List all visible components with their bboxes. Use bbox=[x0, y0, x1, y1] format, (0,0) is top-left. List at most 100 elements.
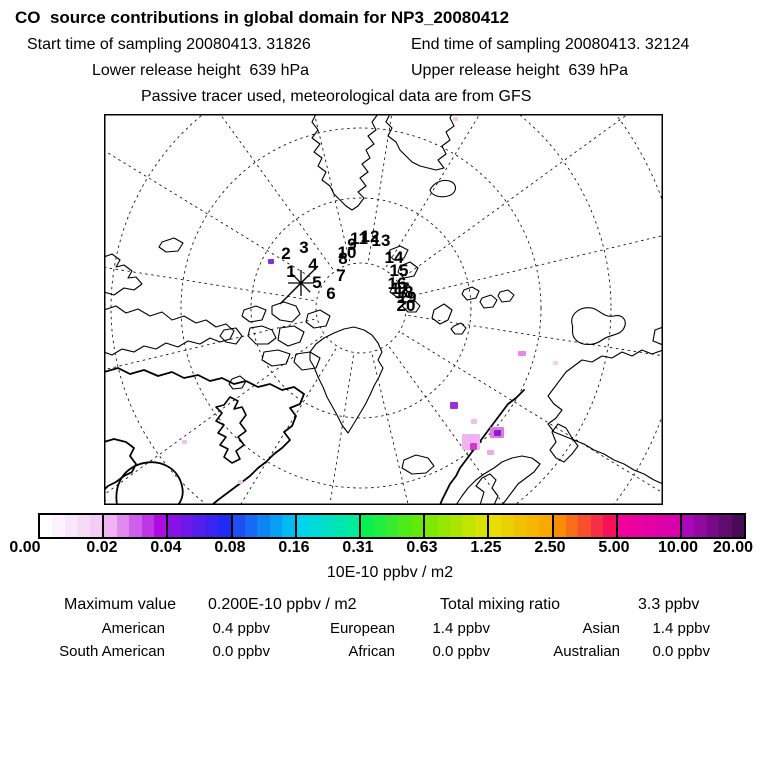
colorbar-cell bbox=[501, 515, 515, 537]
concentration-spot bbox=[470, 443, 477, 450]
track-marker: 16 bbox=[388, 274, 407, 293]
colorbar-cell bbox=[269, 515, 283, 537]
track-marker: 15 bbox=[390, 261, 409, 280]
colorbar-cell bbox=[681, 515, 695, 537]
track-marker: 17 bbox=[391, 279, 410, 298]
colorbar-tick-label: 20.00 bbox=[712, 539, 754, 556]
start-time-text: Start time of sampling 20080413. 31826 bbox=[27, 36, 311, 53]
colorbar-cell bbox=[64, 515, 78, 537]
colorbar-unit-label: 10E-10 ppbv / m2 bbox=[326, 564, 454, 581]
colorbar-segment bbox=[166, 515, 231, 537]
region-label-american: American bbox=[101, 620, 165, 637]
colorbar-tick-row: 0.00 0.02 0.04 0.08 0.16 0.31 0.63 1.25 2.50 5.00… bbox=[0, 539, 768, 559]
meridian-line bbox=[104, 318, 315, 371]
colorbar-cell bbox=[385, 515, 399, 537]
colorbar-cell bbox=[373, 515, 386, 537]
concentration-spot bbox=[487, 450, 494, 455]
colorbar-cell bbox=[129, 515, 142, 537]
colorbar-cell bbox=[309, 515, 322, 537]
meridian-line bbox=[385, 114, 481, 268]
concentration-spot bbox=[268, 259, 274, 264]
colorbar-tick-label: 0.02 bbox=[86, 539, 118, 556]
region-label-european: European bbox=[329, 620, 395, 637]
colorbar-cell bbox=[731, 515, 745, 537]
track-marker: 3 bbox=[299, 238, 308, 257]
graticule-lines bbox=[104, 114, 663, 505]
colorbar-cell bbox=[489, 515, 502, 537]
colorbar-cell bbox=[360, 515, 374, 537]
track-marker: 19 bbox=[398, 288, 417, 307]
colorbar-cell bbox=[539, 515, 552, 537]
colorbar-cell bbox=[232, 515, 245, 537]
coastlines bbox=[104, 114, 663, 505]
colorbar bbox=[38, 513, 746, 539]
colorbar-cell bbox=[52, 515, 65, 537]
colorbar-tick-label: 1.25 bbox=[470, 539, 502, 556]
latitude-circle bbox=[315, 262, 407, 354]
colorbar-cell bbox=[180, 515, 194, 537]
meridian-line bbox=[388, 346, 505, 505]
colorbar-segment bbox=[615, 515, 680, 537]
colorbar-cell bbox=[617, 515, 631, 537]
track-marker: 9 bbox=[347, 235, 356, 254]
colorbar-segment bbox=[230, 515, 295, 537]
track-marker: 7 bbox=[336, 266, 345, 285]
track-marker: 10 bbox=[338, 243, 357, 262]
track-marker: 11 bbox=[350, 229, 368, 248]
concentration-spot bbox=[450, 402, 458, 409]
track-marker: 2 bbox=[281, 244, 290, 263]
colorbar-cell bbox=[410, 515, 424, 537]
colorbar-cell bbox=[104, 515, 117, 537]
colorbar-cell bbox=[116, 515, 130, 537]
colorbar-cell bbox=[245, 515, 258, 537]
end-time-text: End time of sampling 20080413. 32124 bbox=[411, 36, 690, 53]
meridian-line bbox=[239, 348, 337, 505]
concentration-spot bbox=[494, 430, 501, 436]
concentration-spot bbox=[238, 480, 243, 484]
region-value-african: 0.0 ppbv bbox=[432, 643, 490, 660]
meridian-line bbox=[371, 354, 409, 505]
colorbar-cell bbox=[474, 515, 488, 537]
track-marker: 5 bbox=[312, 273, 321, 292]
colorbar-cell bbox=[603, 515, 616, 537]
colorbar-cell bbox=[590, 515, 604, 537]
colorbar-tick-label: 0.00 bbox=[9, 539, 41, 556]
colorbar-cell bbox=[40, 515, 53, 537]
colorbar-segment bbox=[679, 515, 745, 537]
colorbar-cell bbox=[346, 515, 359, 537]
colorbar-cell bbox=[514, 515, 527, 537]
colorbar-cell bbox=[257, 515, 270, 537]
colorbar-cell bbox=[630, 515, 643, 537]
colorbar-cell bbox=[578, 515, 591, 537]
colorbar-tick-label: 2.50 bbox=[534, 539, 566, 556]
colorbar-segment bbox=[40, 515, 103, 537]
colorbar-cell bbox=[553, 515, 566, 537]
region-label-south-american: South American bbox=[59, 643, 165, 660]
colorbar-cell bbox=[526, 515, 540, 537]
region-value-australian: 0.0 ppbv bbox=[652, 643, 710, 660]
colorbar-tick-label: 10.00 bbox=[657, 539, 699, 556]
concentration-spot bbox=[518, 351, 526, 356]
region-label-african: African bbox=[348, 643, 395, 660]
mixing-ratio-label: Total mixing ratio bbox=[440, 596, 561, 613]
colorbar-cell bbox=[168, 515, 181, 537]
meridian-line bbox=[329, 355, 354, 505]
colorbar-tick-label: 0.04 bbox=[150, 539, 182, 556]
track-marker: 20 bbox=[397, 296, 416, 315]
colorbar-cell bbox=[334, 515, 347, 537]
concentration-spot bbox=[471, 419, 477, 424]
colorbar-tick-label: 0.63 bbox=[406, 539, 438, 556]
colorbar-tick-label: 0.08 bbox=[214, 539, 246, 556]
concentration-spot bbox=[553, 361, 558, 365]
colorbar-segment bbox=[423, 515, 488, 537]
colorbar-cell bbox=[437, 515, 450, 537]
colorbar-segment bbox=[102, 515, 167, 537]
colorbar-segment bbox=[551, 515, 616, 537]
colorbar-cell bbox=[282, 515, 295, 537]
meridian-line bbox=[407, 235, 663, 298]
track-marker: 18 bbox=[395, 283, 414, 302]
colorbar-cell bbox=[425, 515, 438, 537]
